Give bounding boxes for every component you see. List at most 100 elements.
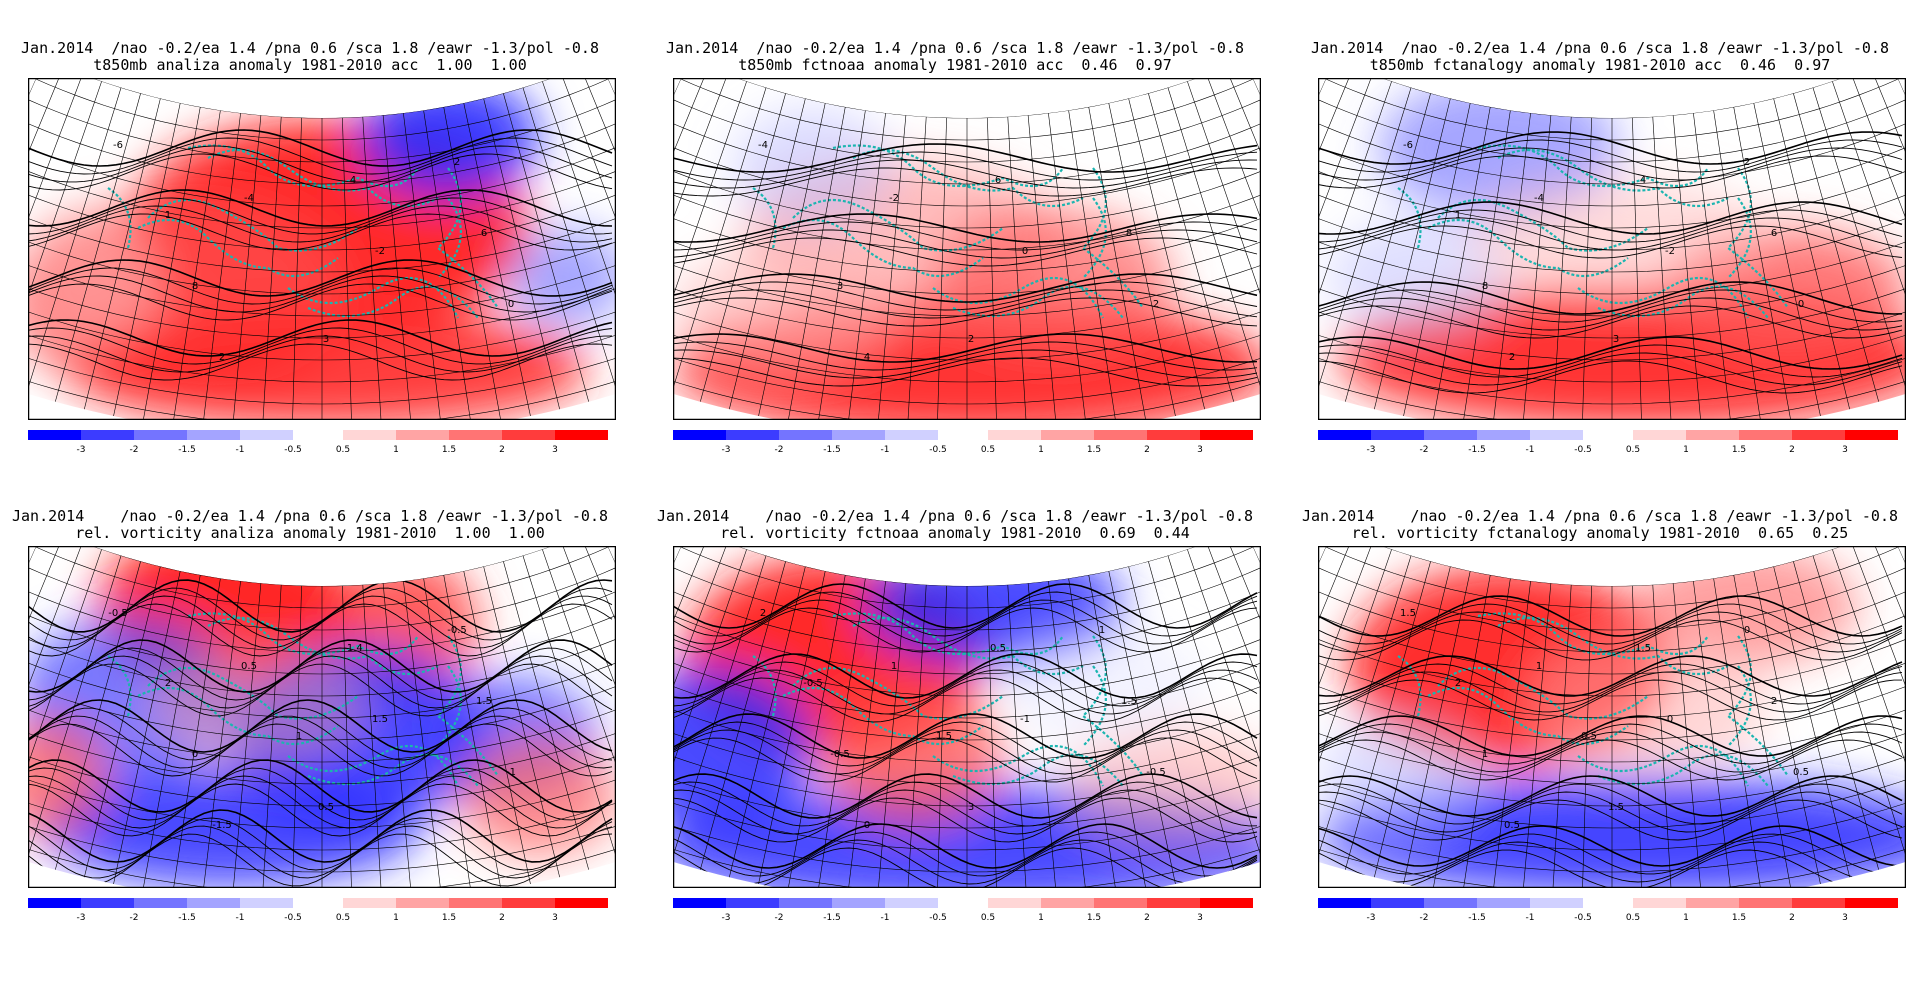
contour-label: 1.5 (1608, 802, 1624, 813)
contour-label: -0.5 (108, 608, 128, 619)
anomaly-map: 1.5 1 0 0.5 0.5 1.5 2 1 1.5 0 2 0.5 (1318, 546, 1906, 888)
contour-label: 8 (192, 281, 198, 292)
colorbar-tick-label: -3 (77, 913, 86, 923)
colorbar-tick-label: 1 (1683, 445, 1689, 455)
anomaly-map: -6 -4 -2 0 2 4 6 8 3 2 1 (28, 78, 616, 420)
colorbar-swatch (343, 898, 396, 908)
map-sector: 2 1 -1 -0.5 0 0.5 1.5 -0.5 3 1 -0.5 1.5 (673, 546, 1261, 888)
panel-title-line2: rel. vorticity fctanalogy anomaly 1981-2… (1351, 524, 1849, 542)
contour-label: 0.5 (241, 661, 257, 672)
colorbar-swatch (187, 430, 240, 440)
colorbar-swatch (1792, 898, 1845, 908)
map-frame (673, 78, 1261, 420)
colorbar-tick-label: -0.5 (1574, 445, 1592, 455)
map-sector: -4 -2 0 2 4 6 8 3 2 (673, 78, 1261, 420)
map-panel-2: Jan.2014 /nao -0.2/ea 1.4 /pna 0.6 /sca … (645, 40, 1265, 500)
panel-title-line1: Jan.2014 /nao -0.2/ea 1.4 /pna 0.6 /sca … (21, 39, 599, 57)
panel-title-line1: Jan.2014 /nao -0.2/ea 1.4 /pna 0.6 /sca … (1301, 507, 1899, 525)
panel-title-line2: rel. vorticity analiza anomaly 1981-2010… (75, 524, 545, 542)
colorbar-swatch (726, 898, 779, 908)
contour-lines (1318, 595, 1903, 888)
colorbar-swatch (240, 898, 293, 908)
coastline (1397, 612, 1789, 787)
contour-label: 1 (1482, 749, 1488, 760)
map-sector: 1.5 1 0 0.5 0.5 1.5 2 1 1.5 0 2 0.5 (1318, 546, 1906, 888)
colorbar-tick-label: 3 (552, 913, 558, 923)
coastline (107, 144, 499, 319)
colorbar-tick-label: 2 (499, 913, 505, 923)
contour-label: 1.5 (372, 714, 388, 725)
colorbar-tick-label: -3 (77, 445, 86, 455)
colorbar: -3 -2 -1.5 -1 -0.5 0.5 1 1.5 2 3 (673, 898, 1253, 923)
contour-label: 8 (1482, 281, 1488, 292)
map-sector: -0.5 0.5 1.5 -1 -1.5 -1.4 1.5 0 0.5 -0.5 2 1 (28, 546, 616, 888)
colorbar-swatch (1530, 898, 1583, 908)
colorbar-swatch (1371, 898, 1424, 908)
colorbar-tick-label: -3 (1367, 445, 1376, 455)
contour-labels: -0.5 0.5 1.5 -1 -1.5 -1.4 1.5 0 0.5 -0.5 2 1 (108, 608, 516, 831)
contour-label: 0.5 (318, 802, 334, 813)
contour-label: 1 (165, 210, 171, 221)
colorbar-tick-label: -1.5 (1468, 445, 1486, 455)
colorbar-swatch (449, 430, 502, 440)
colorbar-tick-label: -2 (130, 913, 139, 923)
colorbar-tick-label: 0.5 (1626, 445, 1640, 455)
contour-label: 1 (296, 731, 302, 742)
contour-label: 6 (1771, 228, 1777, 239)
panel-title-line2: t850mb analiza anomaly 1981-2010 acc 1.0… (93, 56, 527, 74)
colorbar-tick-label: 0.5 (336, 913, 350, 923)
colorbar-swatch (1633, 430, 1686, 440)
contour-label: -1.4 (343, 643, 363, 654)
colorbar-swatch (1147, 430, 1200, 440)
colorbar-swatch (1424, 898, 1477, 908)
contour-label: 3 (968, 802, 974, 813)
colorbar-tick-label: 1 (393, 445, 399, 455)
colorbar: -3 -2 -1.5 -1 -0.5 0.5 1 1.5 2 3 (673, 430, 1253, 455)
contour-label: -6 (1403, 140, 1413, 151)
contour-label: -4 (244, 193, 254, 204)
contour-label: 0 (864, 820, 870, 831)
contour-lines (28, 129, 613, 381)
colorbar-swatch (1686, 898, 1739, 908)
contour-lines (1318, 131, 1903, 394)
colorbar-tick-label: 3 (1842, 445, 1848, 455)
colorbar-tick-label: 0.5 (981, 445, 995, 455)
colorbar-tick-label: 2 (1144, 913, 1150, 923)
colorbar-swatch (134, 430, 187, 440)
colorbar-tick-label: -3 (722, 913, 731, 923)
map-frame (1318, 546, 1906, 888)
colorbar-swatch (779, 898, 832, 908)
colorbar-swatch (1477, 898, 1530, 908)
colorbar-swatch (240, 430, 293, 440)
map-frame (673, 546, 1261, 888)
colorbar-swatch (832, 430, 885, 440)
colorbar-swatch (1041, 430, 1094, 440)
contour-label: 1 (891, 661, 897, 672)
contour-label: 2 (165, 678, 171, 689)
colorbar-swatch (1200, 430, 1253, 440)
colorbar-tick-label: -1.5 (823, 445, 841, 455)
colorbar-swatch (28, 430, 81, 440)
anomaly-map: -6 -4 -2 0 2 4 6 8 3 2 1 (1318, 78, 1906, 420)
colorbar-swatch (28, 898, 81, 908)
contour-label: 2 (1153, 299, 1159, 310)
colorbar-swatch (988, 898, 1041, 908)
contour-label: 1.5 (476, 696, 492, 707)
contour-label: 0.5 (990, 643, 1006, 654)
contour-label: 8 (1126, 228, 1132, 239)
anomaly-field (673, 108, 1261, 420)
map-panel-4: Jan.2014 /nao -0.2/ea 1.4 /pna 0.6 /sca … (0, 508, 620, 968)
graticule (28, 78, 616, 420)
panel-title-line2: t850mb fctnoaa anomaly 1981-2010 acc 0.4… (738, 56, 1172, 74)
colorbar-tick-label: -3 (722, 445, 731, 455)
anomaly-map: 2 1 -1 -0.5 0 0.5 1.5 -0.5 3 1 -0.5 1.5 (673, 546, 1261, 888)
contour-label: 0.5 (1504, 820, 1520, 831)
contour-label: -2 (889, 193, 899, 204)
map-frame (28, 78, 616, 420)
contour-label: 6 (995, 175, 1001, 186)
colorbar-tick-label: -1 (881, 445, 890, 455)
colorbar-tick-label: -1.5 (823, 913, 841, 923)
colorbar-tick-label: -3 (1367, 913, 1376, 923)
colorbar-tick-label: -0.5 (1574, 913, 1592, 923)
panel-title-line2: t850mb fctanalogy anomaly 1981-2010 acc … (1369, 56, 1831, 74)
